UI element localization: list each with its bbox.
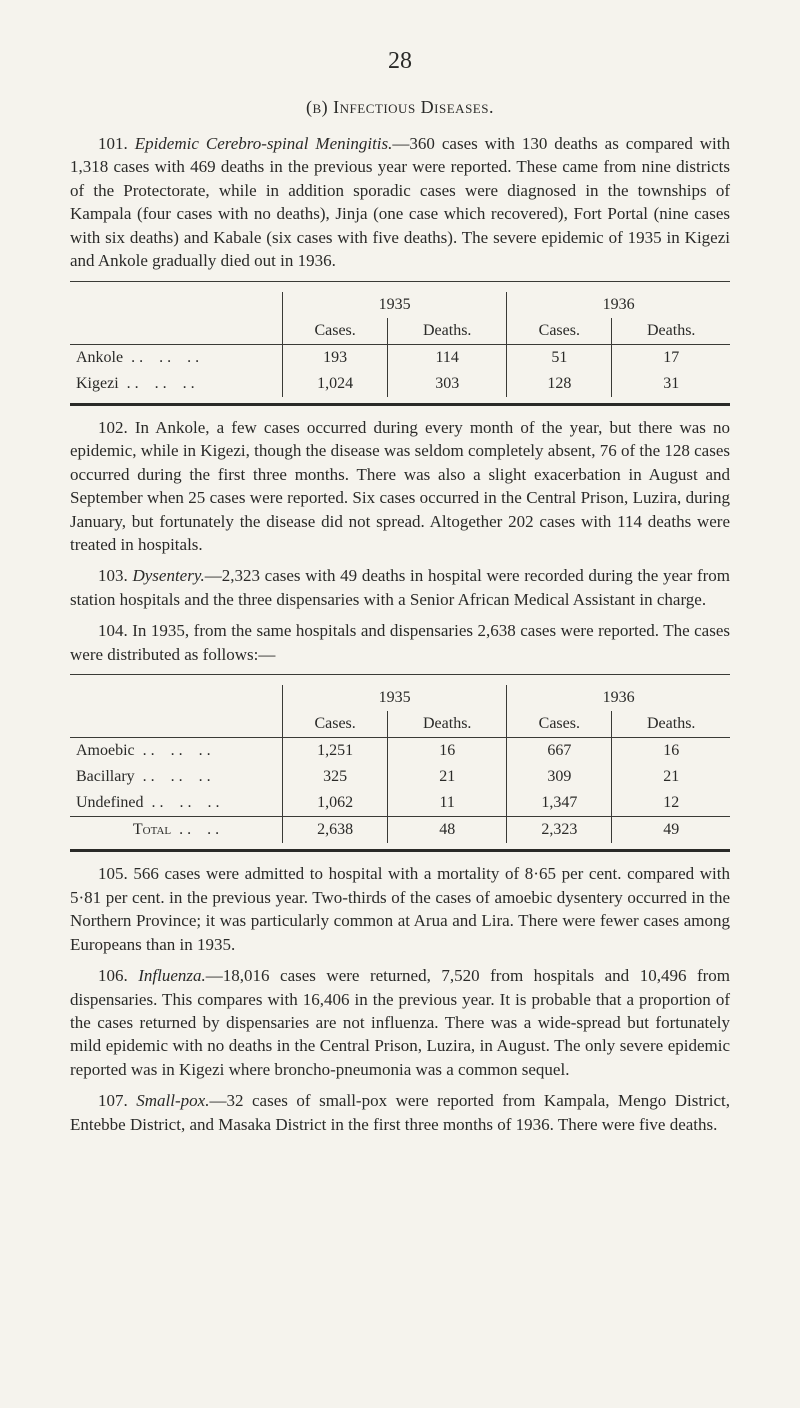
row-label: Ankole [76,349,123,366]
cell: 21 [612,764,730,790]
cell: 114 [388,344,507,371]
cell: 21 [388,764,507,790]
cell: 49 [612,817,730,844]
cell: 1,024 [283,371,388,397]
para-num: 106. [98,966,128,985]
col-cases: Cases. [283,711,388,738]
col-deaths: Deaths. [388,711,507,738]
cell: 2,323 [507,817,612,844]
year-1935: 1935 [283,685,507,711]
row-label: Kigezi [76,375,119,392]
cell: 16 [388,738,507,765]
para-num: 102. [98,418,128,437]
table-1: 1935 1936 Cases. Deaths. Cases. Deaths. … [70,281,730,406]
cell: 48 [388,817,507,844]
col-cases: Cases. [507,318,612,345]
year-1935: 1935 [283,292,507,318]
table-row: Bacillary 325 21 309 21 [70,764,730,790]
para-text: In Ankole, a few cases occurred during e… [70,418,730,554]
cell: 12 [612,790,730,817]
cell: 11 [388,790,507,817]
table-rule [70,281,730,282]
para-104: 104. In 1935, from the same hospitals an… [70,619,730,666]
table-row: Amoebic 1,251 16 667 16 [70,738,730,765]
page-number: 28 [70,48,730,75]
col-cases: Cases. [507,711,612,738]
table-row: Kigezi 1,024 303 128 31 [70,371,730,397]
leader-dots [135,768,211,785]
page: 28 (b) Infectious Diseases. 101. Epidemi… [0,0,800,1408]
row-label: Bacillary [76,768,135,785]
para-text: In 1935, from the same hospitals and dis… [70,621,730,663]
para-text: —360 cases with 130 deaths as compared w… [70,134,730,270]
cell: 31 [612,371,730,397]
cell: 667 [507,738,612,765]
leader-dots [135,742,211,759]
para-text: 566 cases were admitted to hospital with… [70,864,730,953]
table-1-grid: 1935 1936 Cases. Deaths. Cases. Deaths. … [70,292,730,397]
row-label: Undefined [76,794,144,811]
para-num: 104. [98,621,128,640]
para-102: 102. In Ankole, a few cases occurred dur… [70,416,730,557]
para-107: 107. Small-pox.—32 cases of small-pox we… [70,1089,730,1136]
table-total-row: Total . . . . 2,638 48 2,323 49 [70,817,730,844]
cell: 16 [612,738,730,765]
para-num: 103. [98,566,128,585]
cell: 128 [507,371,612,397]
cell: 193 [283,344,388,371]
para-num: 101. [98,134,128,153]
col-deaths: Deaths. [612,711,730,738]
table-year-row: 1935 1936 [70,292,730,318]
table-2-grid: 1935 1936 Cases. Deaths. Cases. Deaths. … [70,685,730,843]
leader-dots [123,349,199,366]
cell: 325 [283,764,388,790]
leader-dots [144,794,220,811]
year-1936: 1936 [507,292,730,318]
table-rule-heavy [70,403,730,406]
cell: 1,062 [283,790,388,817]
table-row: Ankole 193 114 51 17 [70,344,730,371]
table-col-row: Cases. Deaths. Cases. Deaths. [70,318,730,345]
cell: 2,638 [283,817,388,844]
table-year-row: 1935 1936 [70,685,730,711]
section-heading: (b) Infectious Diseases. [70,97,730,118]
row-label: Amoebic [76,742,135,759]
table-col-row: Cases. Deaths. Cases. Deaths. [70,711,730,738]
table-rule [70,674,730,675]
cell: 309 [507,764,612,790]
col-deaths: Deaths. [612,318,730,345]
para-101: 101. Epidemic Cerebro-spinal Meningitis.… [70,132,730,273]
para-title: Influenza. [138,966,206,985]
col-cases: Cases. [283,318,388,345]
para-103: 103. Dysentery.—2,323 cases with 49 deat… [70,564,730,611]
table-rule-heavy [70,849,730,852]
para-num: 105. [98,864,128,883]
cell: 1,251 [283,738,388,765]
leader-dots [119,375,195,392]
table-row: Undefined 1,062 11 1,347 12 [70,790,730,817]
para-title: Small-pox. [136,1091,209,1110]
col-deaths: Deaths. [388,318,507,345]
para-title: Epidemic Cerebro-spinal Meningitis. [135,134,393,153]
total-label: Total [133,821,171,838]
cell: 17 [612,344,730,371]
para-105: 105. 566 cases were admitted to hospital… [70,862,730,956]
para-title: Dysentery. [132,566,204,585]
table-2: 1935 1936 Cases. Deaths. Cases. Deaths. … [70,674,730,852]
cell: 303 [388,371,507,397]
year-1936: 1936 [507,685,730,711]
para-num: 107. [98,1091,128,1110]
cell: 51 [507,344,612,371]
para-106: 106. Influenza.—18,016 cases were return… [70,964,730,1081]
cell: 1,347 [507,790,612,817]
